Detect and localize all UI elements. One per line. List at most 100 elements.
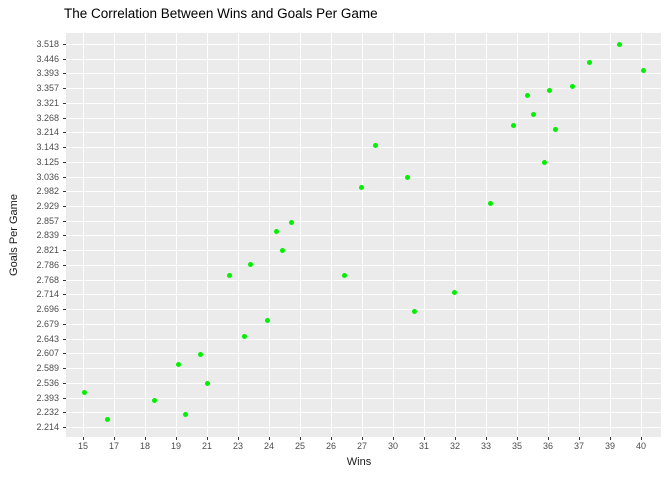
y-gridline — [66, 235, 661, 237]
plot-panel — [66, 33, 661, 437]
y-tick-label: 3.214 — [36, 127, 59, 138]
y-gridline — [66, 58, 661, 60]
y-tick-mark — [63, 88, 66, 90]
y-tick-mark — [63, 191, 66, 193]
y-tick-label: 3.143 — [36, 142, 59, 153]
y-tick-label: 2.643 — [36, 333, 59, 344]
scatter-point — [411, 308, 417, 314]
y-gridline — [66, 382, 661, 384]
y-gridline — [66, 132, 661, 134]
y-tick-label: 2.214 — [36, 421, 59, 432]
x-gridline — [455, 33, 456, 437]
scatter-point — [273, 228, 279, 234]
x-tick-mark — [83, 437, 84, 440]
y-gridline — [66, 73, 661, 75]
x-tick-label: 17 — [108, 441, 119, 451]
scatter-point — [487, 200, 493, 206]
scatter-point — [341, 272, 347, 278]
y-tick-mark — [63, 382, 66, 384]
x-tick-mark — [238, 437, 239, 440]
x-gridline — [331, 33, 332, 437]
y-tick-label: 3.321 — [36, 97, 59, 108]
scatter-point — [372, 142, 378, 148]
scatter-point — [151, 397, 157, 403]
x-axis-title: Wins — [346, 456, 372, 468]
y-tick-label: 2.536 — [36, 377, 59, 388]
y-gridline — [66, 44, 661, 45]
y-gridline — [66, 117, 661, 119]
scatter-point — [226, 272, 232, 278]
x-gridline — [114, 33, 115, 437]
x-tick-label: 24 — [263, 441, 274, 451]
scatter-point — [404, 174, 410, 180]
scatter-point — [204, 380, 210, 386]
x-gridline — [486, 33, 487, 437]
x-gridline — [238, 33, 239, 437]
x-tick-label: 33 — [480, 441, 491, 451]
y-tick-mark — [63, 206, 66, 208]
x-gridline — [424, 33, 425, 437]
y-tick-label: 2.714 — [36, 289, 59, 300]
scatter-point — [264, 317, 270, 323]
scatter-point — [247, 261, 253, 267]
scatter-point — [279, 247, 285, 253]
y-gridline — [66, 206, 661, 208]
y-tick-label: 2.607 — [36, 348, 59, 359]
x-tick-label: 18 — [139, 441, 150, 451]
scatter-point — [241, 333, 247, 339]
y-tick-label: 3.268 — [36, 112, 59, 123]
y-tick-label: 2.232 — [36, 407, 59, 418]
scatter-point — [451, 289, 457, 295]
y-tick-mark — [63, 176, 66, 178]
y-tick-label: 2.589 — [36, 363, 59, 374]
y-tick-label: 2.839 — [36, 230, 59, 241]
y-tick-mark — [63, 250, 66, 252]
scatter-point — [358, 184, 364, 190]
y-gridline — [66, 397, 661, 399]
x-gridline — [300, 33, 301, 437]
y-tick-label: 2.393 — [36, 392, 59, 403]
y-gridline — [66, 279, 661, 281]
x-gridline — [145, 33, 146, 437]
x-tick-mark — [641, 437, 642, 440]
y-tick-mark — [63, 102, 66, 104]
scatter-point — [640, 67, 646, 73]
y-gridline — [66, 338, 661, 340]
y-tick-label: 3.125 — [36, 156, 59, 167]
y-tick-mark — [63, 426, 66, 428]
x-tick-mark — [393, 437, 394, 440]
y-tick-mark — [63, 264, 66, 266]
x-gridline — [176, 33, 177, 437]
y-tick-mark — [63, 147, 66, 149]
y-tick-label: 2.821 — [36, 245, 59, 256]
scatter-point — [175, 361, 181, 367]
y-tick-label: 2.857 — [36, 215, 59, 226]
y-tick-mark — [63, 294, 66, 296]
y-gridline — [66, 88, 661, 90]
y-gridline — [66, 264, 661, 266]
x-tick-mark — [207, 437, 208, 440]
scatter-point — [288, 219, 294, 225]
x-tick-mark — [300, 437, 301, 440]
x-tick-label: 19 — [170, 441, 181, 451]
y-tick-label: 2.696 — [36, 304, 59, 315]
y-tick-mark — [63, 58, 66, 60]
y-tick-label: 2.786 — [36, 259, 59, 270]
x-tick-label: 32 — [449, 441, 460, 451]
y-tick-mark — [63, 132, 66, 134]
x-gridline — [207, 33, 208, 437]
y-gridline — [66, 102, 661, 104]
x-tick-mark — [114, 437, 115, 440]
y-gridline — [66, 250, 661, 252]
y-gridline — [66, 294, 661, 296]
x-tick-label: 36 — [542, 441, 553, 451]
x-tick-mark — [486, 437, 487, 440]
y-tick-mark — [63, 220, 66, 222]
scatter-point — [541, 159, 547, 165]
x-gridline — [610, 33, 611, 437]
y-tick-label: 3.518 — [36, 39, 59, 49]
scatter-point — [81, 389, 87, 395]
y-tick-label: 2.679 — [36, 318, 59, 329]
scatter-point — [104, 416, 110, 422]
